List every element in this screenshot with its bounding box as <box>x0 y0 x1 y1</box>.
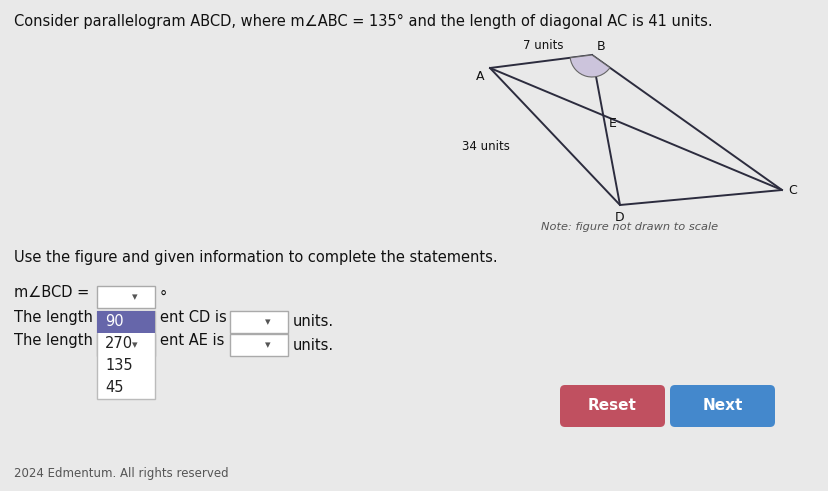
Text: C: C <box>787 184 796 196</box>
Text: The length: The length <box>14 333 93 348</box>
FancyBboxPatch shape <box>97 311 155 399</box>
Text: Note: figure not drawn to scale: Note: figure not drawn to scale <box>541 222 718 232</box>
Text: E: E <box>608 117 615 130</box>
Text: Use the figure and given information to complete the statements.: Use the figure and given information to … <box>14 250 497 265</box>
Text: units.: units. <box>292 337 334 353</box>
Text: ▾: ▾ <box>132 292 137 302</box>
Text: 90: 90 <box>105 315 123 329</box>
FancyBboxPatch shape <box>97 311 155 333</box>
Text: units.: units. <box>292 315 334 329</box>
Text: 45: 45 <box>105 381 123 395</box>
Text: ▾: ▾ <box>265 340 271 350</box>
FancyBboxPatch shape <box>229 311 287 333</box>
Text: ▾: ▾ <box>132 340 137 350</box>
Text: 7 units: 7 units <box>522 38 562 52</box>
Text: m∠BCD =: m∠BCD = <box>14 285 89 300</box>
Text: Consider parallelogram ABCD, where m∠ABC = 135° and the length of diagonal AC is: Consider parallelogram ABCD, where m∠ABC… <box>14 14 712 29</box>
Text: ▾: ▾ <box>265 317 271 327</box>
Text: Next: Next <box>701 399 742 413</box>
Text: The length: The length <box>14 310 93 325</box>
Text: 270: 270 <box>105 336 133 352</box>
Text: ent AE is: ent AE is <box>160 333 224 348</box>
Text: 2024 Edmentum. All rights reserved: 2024 Edmentum. All rights reserved <box>14 467 229 480</box>
FancyBboxPatch shape <box>669 385 774 427</box>
Text: 135: 135 <box>105 358 132 374</box>
FancyBboxPatch shape <box>97 286 155 308</box>
Wedge shape <box>570 55 609 77</box>
Text: °: ° <box>160 290 167 304</box>
Text: D: D <box>614 211 624 224</box>
Text: ent CD is: ent CD is <box>160 310 227 325</box>
FancyBboxPatch shape <box>229 334 287 356</box>
Text: B: B <box>596 40 605 53</box>
Text: 34 units: 34 units <box>461 140 509 153</box>
Text: A: A <box>475 70 484 83</box>
FancyBboxPatch shape <box>560 385 664 427</box>
FancyBboxPatch shape <box>97 334 155 356</box>
Text: Reset: Reset <box>587 399 636 413</box>
